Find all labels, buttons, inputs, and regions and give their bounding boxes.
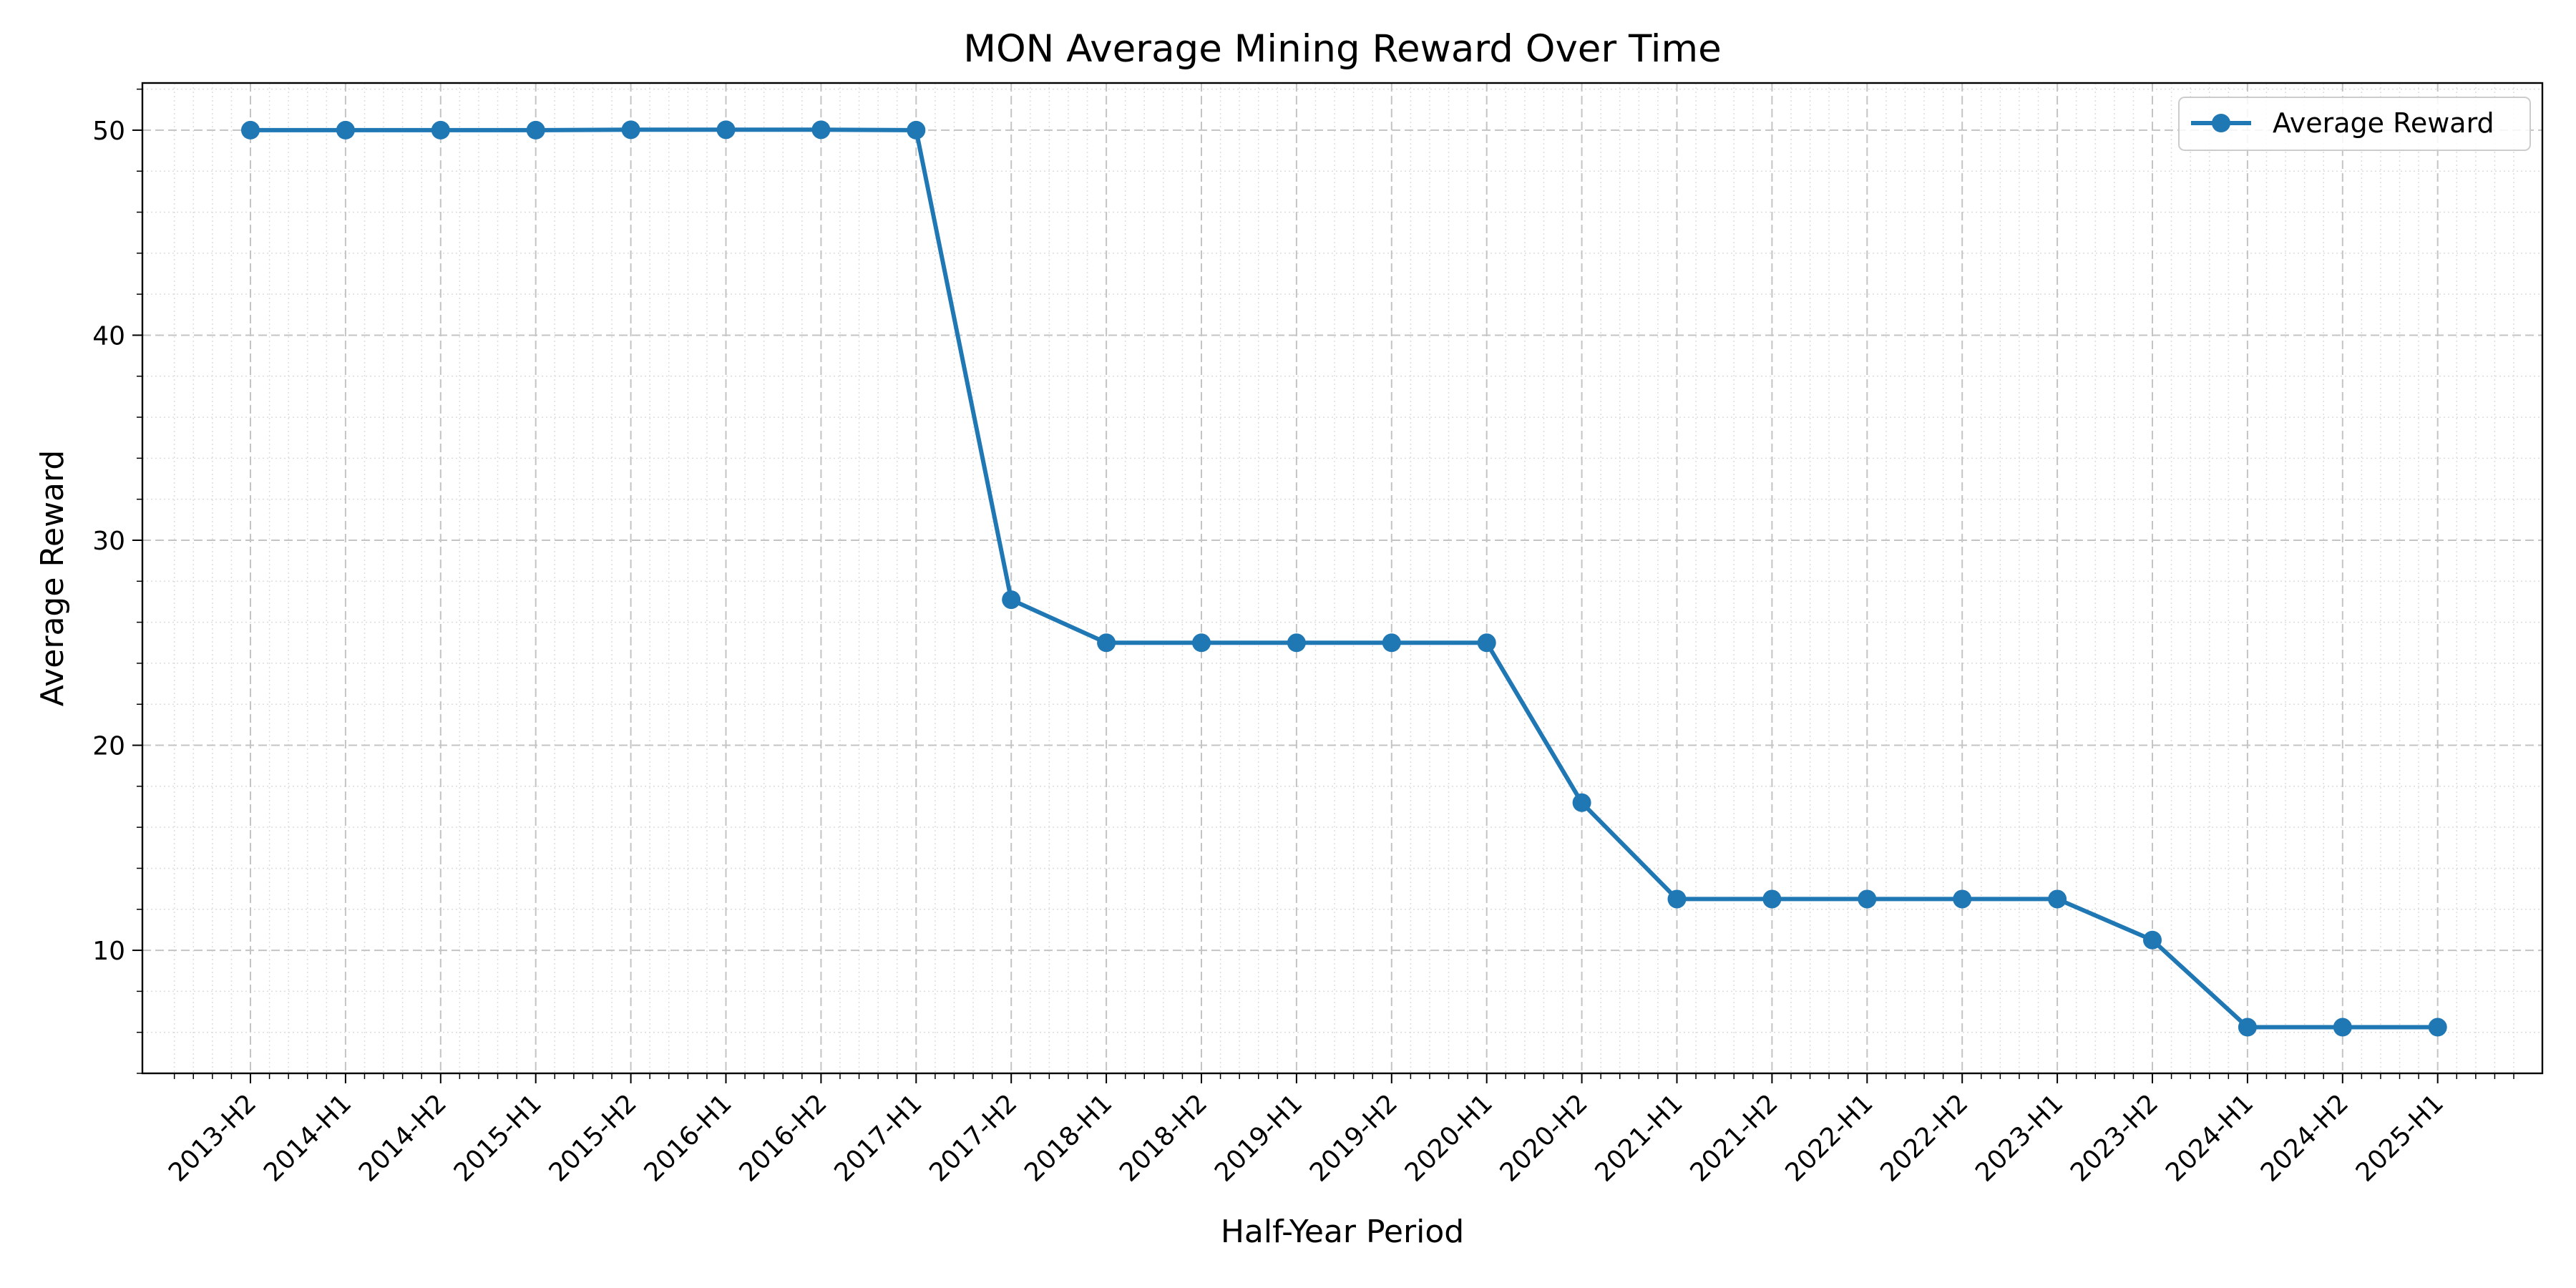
data-point (526, 120, 545, 140)
data-point (621, 120, 640, 140)
series-line (248, 127, 2440, 1030)
y-tick-label: 30 (92, 527, 125, 556)
data-point (2428, 1018, 2447, 1037)
legend-marker-swatch (2212, 114, 2230, 132)
series-layer (241, 120, 2447, 1037)
axis-ticks (132, 88, 2514, 1083)
data-point (1953, 889, 1972, 909)
data-point (1762, 889, 1782, 909)
legend-label: Average Reward (2273, 107, 2494, 139)
data-point (1572, 793, 1591, 812)
legend: Average Reward (2178, 97, 2531, 151)
data-point (1477, 633, 1496, 653)
data-point (241, 120, 260, 140)
data-point (2143, 930, 2162, 950)
data-point (716, 120, 736, 140)
y-tick-labels: 10 20 30 40 50 (92, 117, 125, 966)
data-point (2333, 1018, 2352, 1037)
data-point (1002, 590, 1021, 610)
data-point (907, 120, 926, 140)
legend-box (2178, 97, 2531, 151)
y-axis-label: Average Reward (34, 450, 71, 707)
data-point (1287, 633, 1306, 653)
data-point (1858, 889, 1877, 909)
y-tick-label: 50 (92, 117, 125, 146)
x-axis-label: Half-Year Period (1221, 1214, 1464, 1250)
data-point (431, 120, 450, 140)
data-point (2238, 1018, 2257, 1037)
data-point (1382, 633, 1401, 653)
y-tick-label: 40 (92, 321, 125, 351)
data-point (1192, 633, 1211, 653)
data-point (336, 120, 355, 140)
chart-title: MON Average Mining Reward Over Time (963, 27, 1722, 71)
data-point (811, 120, 831, 140)
data-point (1667, 889, 1687, 909)
y-tick-label: 10 (92, 937, 125, 966)
plot-area-frame (141, 82, 2544, 1075)
data-point (1097, 633, 1116, 653)
y-tick-label: 20 (92, 732, 125, 761)
minor-grid (142, 83, 2542, 1074)
data-point (2048, 889, 2067, 909)
